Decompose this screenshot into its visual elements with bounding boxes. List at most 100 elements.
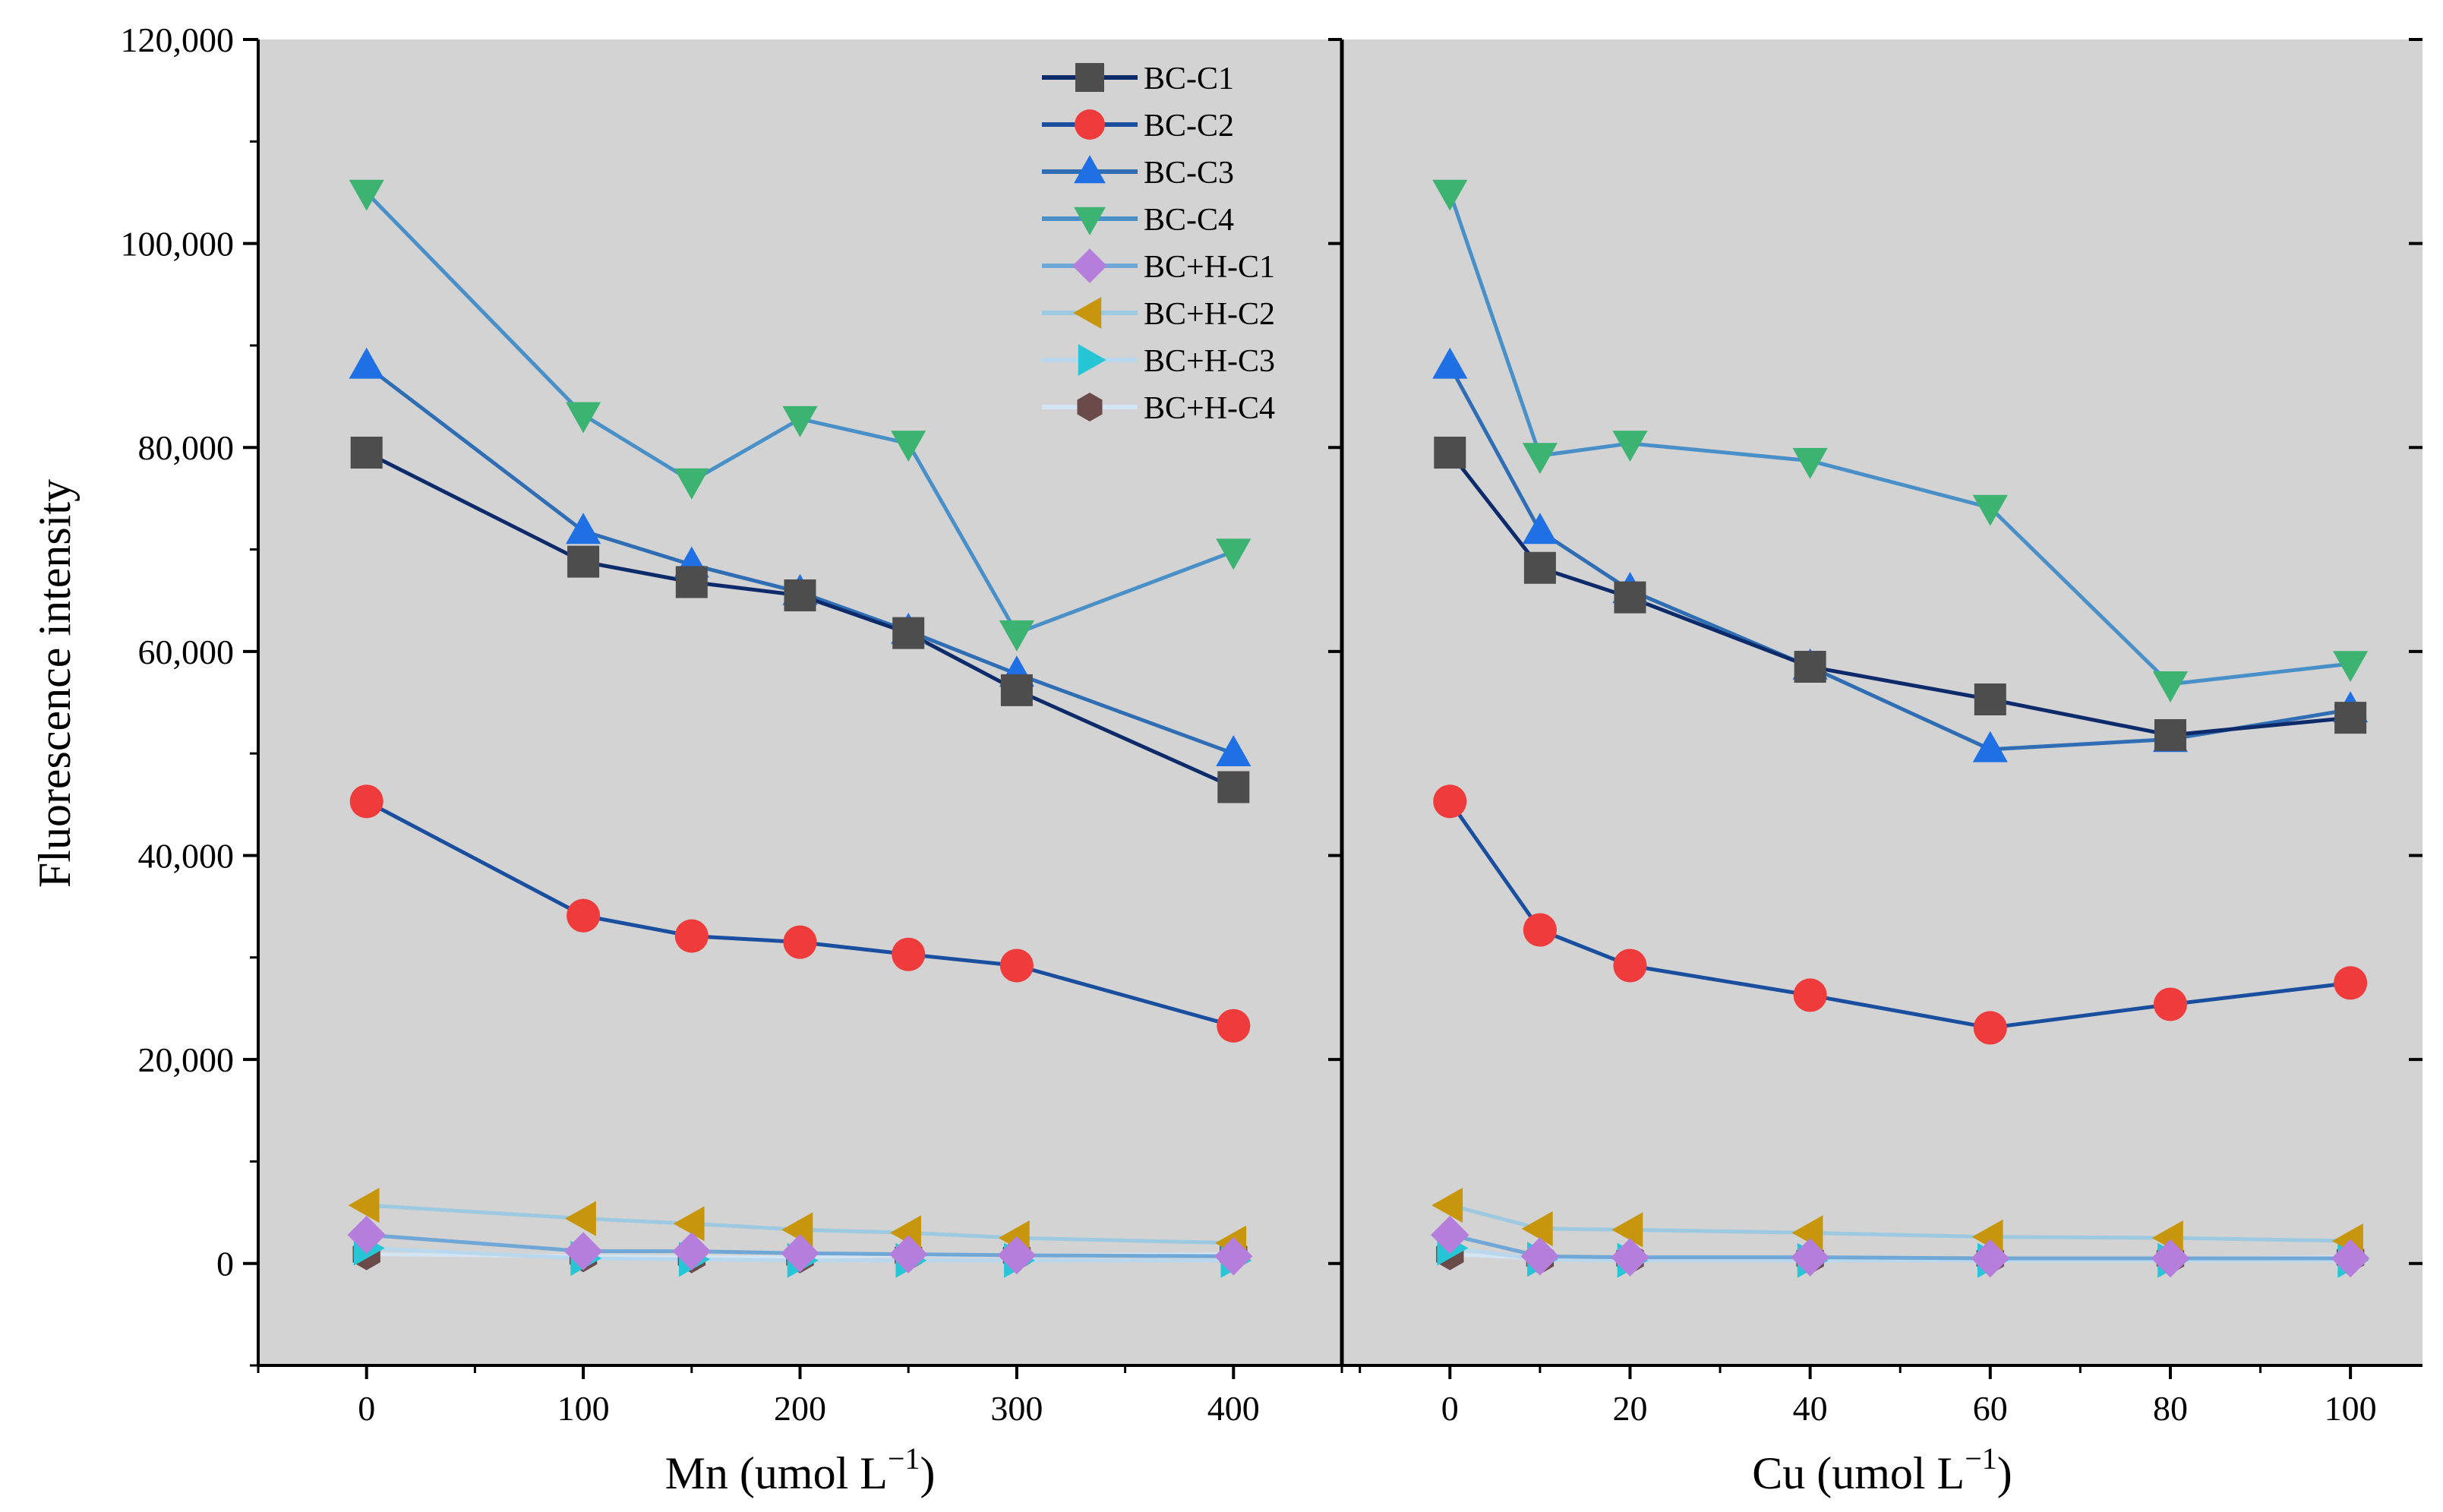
panel-2-background [1342, 39, 2422, 1365]
data-point-bcplush-c1 [563, 1232, 603, 1271]
legend-marker [1074, 207, 1106, 235]
y-tick-label: 100,000 [121, 225, 235, 264]
data-point-bc-c4 [349, 179, 384, 211]
data-point-bc-c2 [2153, 987, 2188, 1021]
data-point-bcplush-c1 [1791, 1238, 1829, 1277]
data-point-bc-c4 [674, 468, 709, 500]
legend-item: BC+H-C4 [1042, 391, 1275, 426]
data-point-bcplush-c2 [564, 1201, 596, 1236]
data-point-bcplush-c1 [1611, 1238, 1649, 1277]
panel-1-series [347, 179, 1253, 1278]
data-point-bc-c1 [1434, 436, 1466, 469]
x-tick-label: 0 [1441, 1389, 1459, 1428]
data-point-bc-c2 [349, 784, 383, 819]
data-point-bc-c4 [1216, 538, 1251, 570]
y-tick-label: 0 [216, 1245, 234, 1283]
data-point-bc-c1 [675, 566, 708, 598]
data-point-bcplush-c1 [2331, 1239, 2370, 1278]
data-point-bc-c4 [1972, 494, 2008, 526]
data-point-bcplush-c2 [673, 1206, 705, 1242]
data-point-bcplush-c1 [347, 1215, 386, 1255]
legend-marker [1075, 63, 1104, 92]
legend-label: BC-C4 [1144, 203, 1234, 238]
data-point-bcplush-c2 [781, 1212, 813, 1248]
data-point-bc-c4 [1432, 179, 1468, 211]
data-point-bc-c1 [1614, 581, 1646, 614]
series-layer [347, 179, 2370, 1278]
data-point-bc-c2 [567, 898, 601, 933]
panel-backgrounds [258, 39, 2422, 1365]
panel-1-x-axis-title: Mn (umol L−1) [665, 1441, 936, 1498]
data-point-bcplush-c2 [1611, 1212, 1643, 1248]
data-point-bc-c1 [1794, 650, 1826, 683]
data-point-bc-c2 [1217, 1009, 1251, 1043]
legend-marker [1073, 297, 1102, 329]
panel-1-background [258, 39, 1342, 1365]
x-tick-label: 40 [1793, 1389, 1828, 1428]
data-point-bcplush-c1 [889, 1235, 928, 1274]
x-tick-label: 80 [2153, 1389, 2188, 1428]
data-point-bc-c2 [1523, 913, 1557, 947]
legend-item: BC-C1 [1042, 62, 1234, 96]
data-point-bc-c1 [350, 436, 383, 469]
legend: BC-C1 BC-C2 BC-C3 BC-C4 BC+H-C1 BC+H-C2 BC+H-C… [1042, 62, 1275, 426]
data-point-bc-c3 [1522, 513, 1558, 545]
data-point-bc-c2 [1793, 978, 1827, 1012]
data-point-bc-c3 [1972, 731, 2008, 762]
data-point-bc-c2 [1613, 949, 1647, 983]
data-point-bc-c1 [1217, 771, 1250, 803]
legend-label: BC+H-C2 [1144, 297, 1275, 332]
data-point-bc-c3 [566, 513, 601, 545]
legend-item: BC+H-C1 [1042, 248, 1275, 285]
legend-item: BC+H-C2 [1042, 297, 1275, 332]
data-point-bcplush-c1 [1520, 1237, 1560, 1276]
data-point-bcplush-c1 [1971, 1239, 2009, 1278]
data-point-bc-c3 [349, 347, 384, 379]
data-point-bc-c3 [1216, 735, 1251, 766]
data-point-bc-c4 [2152, 671, 2189, 702]
legend-item: BC+H-C3 [1042, 344, 1275, 379]
panel-2-x-axis-title: Cu (umol L−1) [1752, 1441, 2012, 1498]
data-point-bcplush-c2 [348, 1188, 380, 1223]
data-point-bcplush-c2 [1521, 1211, 1553, 1247]
data-point-bc-c1 [892, 617, 925, 649]
x-tick-label: 200 [774, 1389, 826, 1428]
x-tick-label: 20 [1612, 1389, 1647, 1428]
data-point-bc-c1 [784, 579, 816, 611]
data-point-bcplush-c1 [1431, 1215, 1469, 1255]
axes-layer: 0 100 200 300 400 Mn (umol L−1) 0 20 40 60 80 100 Cu… [30, 21, 2422, 1498]
x-tick-label: 300 [990, 1389, 1043, 1428]
legend-marker [1072, 248, 1107, 283]
data-point-bcplush-c1 [997, 1236, 1037, 1275]
x-tick-label: 0 [358, 1389, 375, 1428]
data-point-bc-c2 [892, 937, 926, 971]
data-point-bcplush-c2 [1791, 1215, 1823, 1251]
data-point-bc-c2 [999, 949, 1034, 983]
legend-label: BC-C3 [1144, 156, 1234, 191]
x-tick-label: 100 [557, 1389, 610, 1428]
data-point-bc-c4 [566, 402, 601, 434]
data-point-bc-c1 [2334, 702, 2367, 734]
data-point-bcplush-c2 [1431, 1188, 1463, 1223]
legend-marker [1075, 109, 1105, 140]
data-point-bcplush-c1 [672, 1232, 711, 1271]
data-point-bc-c4 [1522, 443, 1558, 475]
legend-label: BC+H-C1 [1144, 250, 1275, 285]
x-tick-label: 60 [1973, 1389, 2008, 1428]
data-point-bc-c4 [1792, 447, 1828, 479]
data-point-bc-c1 [1974, 683, 2006, 715]
y-tick-label: 80,000 [138, 428, 235, 467]
legend-marker [1074, 155, 1106, 184]
data-point-bc-c4 [891, 431, 926, 462]
data-point-bc-c1 [567, 545, 600, 578]
data-point-bc-c4 [782, 406, 818, 437]
legend-marker [1078, 344, 1106, 376]
legend-marker [1077, 393, 1103, 421]
y-tick-label: 60,000 [138, 633, 235, 671]
legend-item: BC-C4 [1042, 203, 1234, 238]
data-point-bc-c4 [2333, 651, 2369, 683]
data-point-bc-c4 [1612, 431, 1648, 462]
legend-item: BC-C3 [1042, 155, 1234, 191]
data-point-bcplush-c1 [2151, 1239, 2190, 1278]
